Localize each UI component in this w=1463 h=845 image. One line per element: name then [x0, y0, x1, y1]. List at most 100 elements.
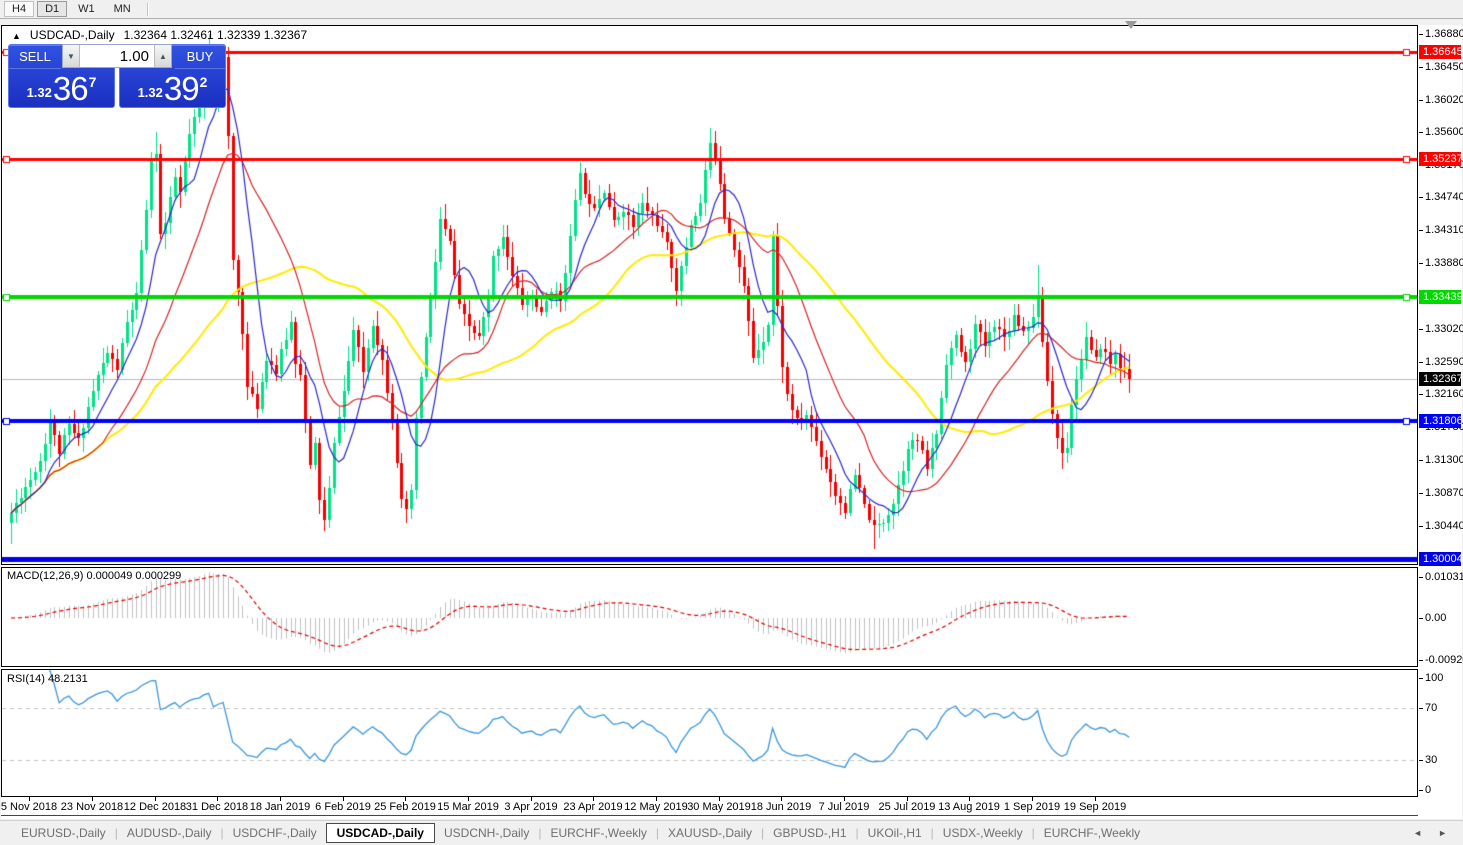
- tabbar-arrows: ◄ ►: [1413, 828, 1447, 838]
- chart-tab-ukoil-h1[interactable]: UKOil-,H1: [867, 826, 922, 840]
- chart-shift-marker-icon[interactable]: [1125, 21, 1137, 29]
- level-price-badge: 1.33439: [1419, 290, 1463, 304]
- chart-tab-usdcnh-daily[interactable]: USDCNH-,Daily: [443, 826, 530, 840]
- tab-separator: |: [220, 826, 224, 840]
- date-tick-mark: [1095, 797, 1096, 801]
- date-tick-label: 12 Dec 2018: [123, 801, 187, 813]
- date-tick-mark: [155, 797, 156, 801]
- tabbar-scroll-right-icon[interactable]: ►: [1438, 828, 1447, 838]
- price-tick-label: 1.30440: [1419, 520, 1463, 532]
- buy-price: 1.32 39 2: [120, 72, 225, 106]
- date-tick-mark: [656, 797, 657, 801]
- price-tick-label: 1.34740: [1419, 191, 1463, 203]
- price-tick-label: 1.36880: [1419, 28, 1463, 40]
- current-price-badge: 1.32367: [1419, 372, 1463, 386]
- date-tick-label: 12 May 2019: [624, 801, 688, 813]
- date-tick-label: 25 Jul 2019: [878, 801, 936, 813]
- chart-window: ▲ USDCAD-,Daily 1.32364 1.32461 1.32339 …: [1, 21, 1463, 819]
- date-tick-mark: [719, 797, 720, 801]
- price-axis[interactable]: 1.368801.364501.360201.356001.351701.347…: [1419, 25, 1463, 815]
- sell-price-sup: 7: [88, 74, 97, 90]
- timeframe-toolbar: H4 D1 W1 MN: [0, 0, 1463, 19]
- level-price-badge: 1.36645: [1419, 45, 1463, 59]
- collapse-triangle-icon[interactable]: ▲: [12, 31, 21, 41]
- volume-increase-button[interactable]: ▲: [154, 45, 171, 67]
- date-tick-label: 30 May 2019: [687, 801, 751, 813]
- price-tick-label: 1.32160: [1419, 388, 1463, 400]
- rsi-axis-label: 100: [1419, 672, 1443, 684]
- date-tick-mark: [468, 797, 469, 801]
- chart-tab-eurchf-weekly[interactable]: EURCHF-,Weekly: [550, 826, 647, 840]
- price-tick-label: 1.32590: [1419, 356, 1463, 368]
- rsi-axis-label: 30: [1419, 754, 1437, 766]
- sell-label: SELL: [9, 45, 61, 69]
- buy-label: BUY: [175, 45, 225, 69]
- date-tick-mark: [1032, 797, 1033, 801]
- level-price-badge: 1.35237: [1419, 152, 1463, 166]
- sell-price-big: 36: [52, 70, 89, 107]
- date-tick-mark: [280, 797, 281, 801]
- chart-tab-usdx-weekly[interactable]: USDX-,Weekly: [942, 826, 1023, 840]
- tab-separator: |: [538, 826, 542, 840]
- date-tick-mark: [29, 797, 30, 801]
- rsi-axis-label: 0: [1419, 784, 1431, 796]
- date-tick-mark: [405, 797, 406, 801]
- buy-price-sup: 2: [199, 74, 208, 90]
- chart-tab-gbpusd-h1[interactable]: GBPUSD-,H1: [773, 826, 847, 840]
- macd-axis-label: -0.009203: [1419, 654, 1463, 666]
- macd-pane-canvas[interactable]: [1, 567, 1418, 667]
- macd-indicator-label: MACD(12,26,9) 0.000049 0.000299: [7, 570, 182, 582]
- buy-price-prefix: 1.32: [137, 85, 163, 100]
- sell-price-prefix: 1.32: [26, 85, 52, 100]
- date-tick-label: 7 Jul 2019: [818, 801, 870, 813]
- tab-separator: |: [655, 826, 660, 840]
- date-tick-mark: [844, 797, 845, 801]
- timeframe-button-d1[interactable]: D1: [37, 1, 68, 17]
- chart-tab-usdchf-daily[interactable]: USDCHF-,Daily: [232, 826, 317, 840]
- price-tick-label: 1.33880: [1419, 257, 1463, 269]
- chart-tabbar: EURUSD-,Daily | AUDUSD-,Daily | USDCHF-,Dail…: [0, 820, 1463, 845]
- price-tick-label: 1.35600: [1419, 126, 1463, 138]
- symbol-timeframe-label: USDCAD-,Daily: [29, 28, 115, 42]
- chart-tab-xauusd-daily[interactable]: XAUUSD-,Daily: [668, 826, 753, 840]
- chart-tab-usdcad-daily[interactable]: USDCAD-,Daily: [325, 823, 435, 843]
- sell-button[interactable]: SELL 1.32 36 7: [8, 44, 115, 108]
- tab-separator: |: [1031, 826, 1035, 840]
- price-tick-label: 1.36450: [1419, 61, 1463, 73]
- date-tick-label: 5 Nov 2018: [0, 801, 58, 813]
- date-axis[interactable]: 5 Nov 2018 23 Nov 2018 12 Dec 2018 31 Dec 2…: [1, 797, 1418, 814]
- ohlc-values: 1.32364 1.32461 1.32339 1.32367: [123, 28, 308, 42]
- price-tick-label: 1.36020: [1419, 94, 1463, 106]
- price-tick-label: 1.31300: [1419, 454, 1463, 466]
- level-price-badge: 1.31806: [1419, 414, 1463, 428]
- timeframe-button-mn[interactable]: MN: [106, 1, 139, 17]
- date-tick-label: 13 Aug 2019: [938, 801, 1000, 813]
- date-tick-label: 31 Dec 2018: [185, 801, 249, 813]
- timeframe-button-h4[interactable]: H4: [4, 1, 35, 17]
- chart-window-bottom-border: [1, 815, 1418, 816]
- sell-price: 1.32 36 7: [9, 72, 114, 106]
- date-tick-mark: [907, 797, 908, 801]
- timeframe-button-w1[interactable]: W1: [70, 1, 103, 17]
- date-tick-label: 18 Jan 2019: [249, 801, 311, 813]
- macd-axis-label: 0.00: [1419, 612, 1446, 624]
- date-tick-label: 25 Feb 2019: [374, 801, 436, 813]
- date-tick-label: 6 Feb 2019: [315, 801, 371, 813]
- tab-separator: |: [930, 826, 934, 840]
- chart-tab-eurusd-daily[interactable]: EURUSD-,Daily: [21, 826, 106, 840]
- volume-spinner: ▼ ▲: [62, 44, 172, 68]
- date-tick-mark: [217, 797, 218, 801]
- main-chart-canvas[interactable]: [1, 25, 1418, 565]
- price-tick-label: 1.33020: [1419, 323, 1463, 335]
- tab-separator: |: [855, 826, 859, 840]
- price-tick-label: 1.30870: [1419, 487, 1463, 499]
- tabbar-scroll-left-icon[interactable]: ◄: [1413, 828, 1423, 838]
- chart-tab-eurchf-weekly[interactable]: EURCHF-,Weekly: [1043, 826, 1141, 840]
- date-tick-label: 23 Nov 2018: [60, 801, 124, 813]
- chart-tab-audusd-daily[interactable]: AUDUSD-,Daily: [126, 826, 212, 840]
- date-tick-mark: [969, 797, 970, 801]
- rsi-pane-canvas[interactable]: [1, 669, 1418, 797]
- volume-input[interactable]: [80, 45, 154, 67]
- volume-decrease-button[interactable]: ▼: [63, 45, 80, 67]
- buy-price-big: 39: [163, 70, 200, 107]
